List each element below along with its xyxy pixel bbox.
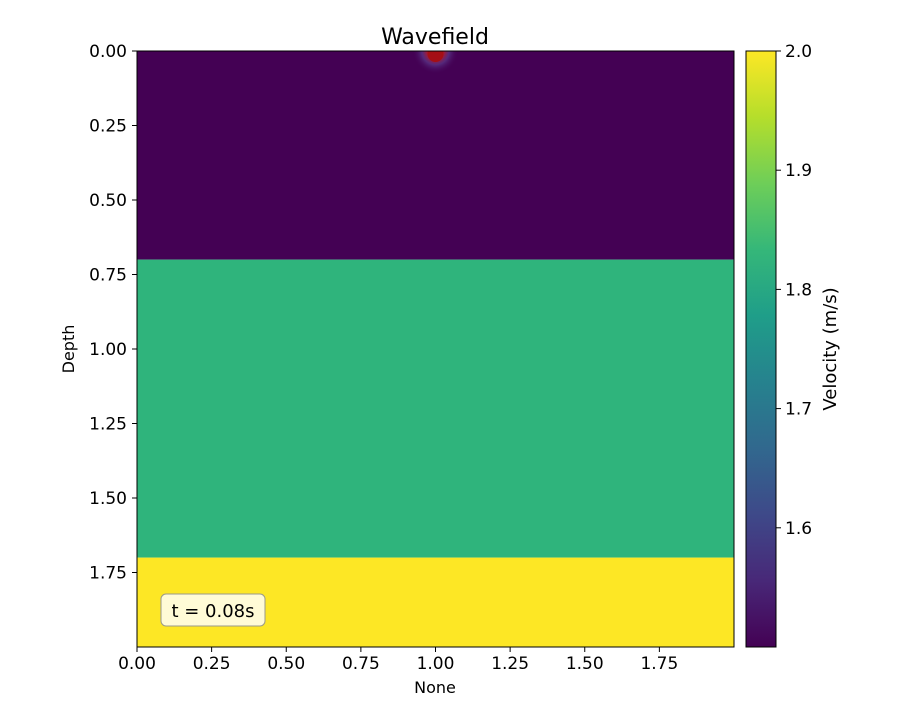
y-tick-label: 0.00 <box>89 42 127 62</box>
colorbar-gradient <box>745 50 777 648</box>
y-tick-label: 1.50 <box>89 489 127 509</box>
x-tick-label: 0.25 <box>193 654 231 674</box>
x-tick-label: 0.50 <box>267 654 305 674</box>
y-tick-label: 0.25 <box>89 117 127 137</box>
colorbar-tick-label: 1.6 <box>785 519 812 539</box>
time-annotation: t = 0.08s <box>160 593 266 627</box>
velocity-layer-1 <box>137 51 734 260</box>
x-tick-label: 0.75 <box>342 654 380 674</box>
time-annotation-text: t = 0.08s <box>171 601 254 622</box>
velocity-layer-2 <box>137 259 734 558</box>
y-tick-label: 0.75 <box>89 266 127 286</box>
y-tick-label: 1.25 <box>89 415 127 435</box>
plot-area <box>137 51 734 647</box>
x-axis-label: None <box>414 678 456 697</box>
source-point <box>427 51 444 62</box>
y-tick-label: 1.75 <box>89 564 127 584</box>
y-tick-label: 0.50 <box>89 191 127 211</box>
x-tick-label: 1.25 <box>491 654 529 674</box>
colorbar-tick-label: 2.0 <box>785 42 812 62</box>
colorbar-tick-label: 1.8 <box>785 280 812 300</box>
x-tick-label: 0.00 <box>118 654 156 674</box>
x-tick-label: 1.00 <box>417 654 455 674</box>
y-axis-label: Depth <box>59 325 78 374</box>
y-tick-label: 1.00 <box>89 340 127 360</box>
colorbar-label: Velocity (m/s) <box>820 287 841 410</box>
colorbar-tick-label: 1.7 <box>785 400 812 420</box>
colorbar-ticks: 1.6 1.7 1.8 1.9 2.0 <box>776 42 812 539</box>
colorbar: 1.6 1.7 1.8 1.9 2.0 Velocity (m/s) <box>745 42 841 648</box>
x-tick-label: 1.50 <box>566 654 604 674</box>
colorbar-tick-label: 1.9 <box>785 161 812 181</box>
time-annotation-box <box>160 593 266 627</box>
chart-title: Wavefield <box>381 25 489 50</box>
y-axis: 0.00 0.25 0.50 0.75 1.00 1.25 1.50 1.75 <box>89 42 137 584</box>
x-axis: 0.00 0.25 0.50 0.75 1.00 1.25 1.50 1.75 <box>118 647 678 674</box>
source-wavefront <box>412 51 459 74</box>
x-tick-label: 1.75 <box>640 654 678 674</box>
